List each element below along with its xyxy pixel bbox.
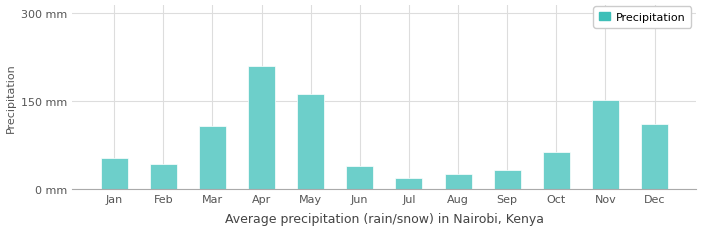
Legend: Precipitation: Precipitation — [593, 7, 691, 28]
Bar — [641, 124, 668, 189]
X-axis label: Average precipitation (rain/snow) in Nairobi, Kenya: Average precipitation (rain/snow) in Nai… — [225, 213, 544, 225]
Y-axis label: Precipitation: Precipitation — [6, 63, 15, 132]
Bar — [100, 158, 128, 189]
Bar — [346, 166, 373, 189]
Bar — [199, 126, 226, 189]
Bar — [494, 171, 521, 189]
Bar — [543, 153, 570, 189]
Bar — [248, 67, 275, 189]
Bar — [395, 178, 423, 189]
Bar — [592, 101, 619, 189]
Bar — [297, 94, 324, 189]
Bar — [150, 164, 177, 189]
Bar — [444, 174, 472, 189]
